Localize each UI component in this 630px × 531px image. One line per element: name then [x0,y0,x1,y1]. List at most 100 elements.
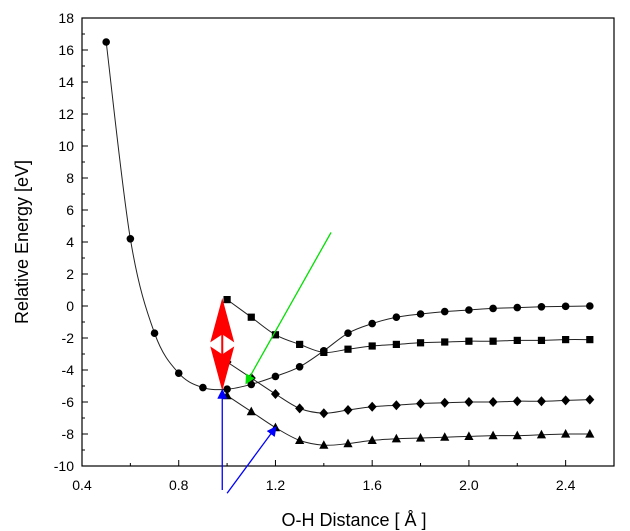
data-point-square [441,338,449,346]
data-point-triangle [391,433,401,443]
series-line-circle [105,41,590,391]
data-point-circle [271,372,280,381]
y-tick-label: 16 [58,42,74,58]
series-line-square [226,299,590,354]
data-point-square [247,313,255,321]
data-point-triangle [488,430,498,440]
data-point-diamond [512,396,522,407]
y-tick-label: 8 [66,170,74,186]
data-point-circle [513,303,522,312]
data-point-triangle [585,429,595,438]
data-point-circle [489,304,497,313]
data-point-diamond [319,408,329,419]
data-point-square [416,339,425,347]
data-point-square [489,337,497,345]
y-tick-label: -2 [62,330,75,346]
series-line-diamond [226,361,590,414]
data-point-circle [368,319,376,328]
data-point-square [320,348,328,356]
data-point-diamond [367,401,377,412]
data-point-triangle [270,422,281,432]
data-point-triangle [561,429,571,438]
data-point-diamond [391,400,401,411]
data-point-triangle [295,435,305,444]
red-arrowhead-up [210,298,235,343]
data-point-square [368,342,376,350]
x-tick-label: 1.6 [362,477,382,493]
y-tick-label: -6 [62,394,75,410]
data-point-square [537,336,546,344]
data-point-diamond [270,389,280,399]
y-tick-label: -10 [54,458,74,474]
x-tick-label: 2.0 [459,477,479,493]
x-axis-ticks: 0.4 0.8 1.2 1.6 2.0 2.4 [72,460,615,493]
data-point-circle [174,369,183,378]
data-point-square [586,336,594,344]
data-point-circle [416,310,425,318]
data-point-circle [102,38,110,46]
y-axis-ticks: -10 -8 -6 -4 -2 0 2 4 6 8 10 12 14 16 18 [54,10,88,474]
y-tick-label: 0 [66,298,74,314]
data-point-circle [465,306,473,314]
x-tick-label: 2.4 [556,477,576,493]
data-point-square [271,331,280,339]
y-tick-label: 10 [58,138,74,154]
data-point-square [296,340,304,348]
data-point-triangle [536,429,547,439]
data-point-diamond [416,398,426,409]
data-point-circle [295,363,304,371]
data-point-diamond [343,405,353,415]
data-point-triangle [440,432,450,441]
data-point-triangle [319,440,329,449]
y-tick-label: -4 [62,362,75,378]
data-point-circle [561,302,570,311]
data-point-triangle [367,435,377,444]
data-point-square [392,340,400,348]
annotations [210,232,332,494]
series-markers [102,38,595,449]
data-point-circle [150,329,159,338]
y-tick-label: 2 [66,266,74,282]
data-point-triangle [512,430,522,440]
y-tick-label: 4 [66,234,74,250]
data-point-triangle [464,431,474,440]
y-tick-label: 12 [58,106,74,122]
data-point-triangle [246,406,256,416]
blue-arrow [226,425,277,494]
x-tick-label: 0.8 [169,477,189,493]
data-point-diamond [488,397,498,407]
data-point-square [223,296,231,304]
plot-frame [81,17,615,467]
data-point-circle [392,313,401,322]
data-point-circle [440,307,449,316]
data-point-circle [537,303,546,311]
data-point-square [344,345,352,353]
x-axis-title: O-H Distance [ Å ] [281,510,426,530]
data-point-diamond [464,397,474,407]
data-point-diamond [440,397,450,408]
data-point-triangle [222,390,232,400]
data-point-diamond [536,396,546,407]
y-tick-label: 18 [58,10,74,26]
x-tick-label: 0.4 [72,477,92,493]
data-point-circle [126,235,135,243]
red-arrowhead-down [210,346,235,391]
data-point-circle [586,302,594,310]
x-tick-label: 1.2 [266,477,286,493]
y-axis-title: Relative Energy [eV] [12,160,32,324]
data-point-square [465,337,473,345]
data-point-square [513,336,521,344]
data-point-square [562,336,570,344]
series-line-triangle [226,395,590,446]
data-point-diamond [585,394,595,405]
series-curves [105,41,590,446]
data-point-triangle [415,433,426,442]
green-arrow [245,232,332,385]
data-point-circle [344,329,352,338]
data-point-diamond [561,395,571,406]
data-point-circle [199,383,207,392]
y-tick-label: 14 [58,74,74,90]
y-tick-label: -8 [62,426,75,442]
data-point-triangle [343,438,353,448]
